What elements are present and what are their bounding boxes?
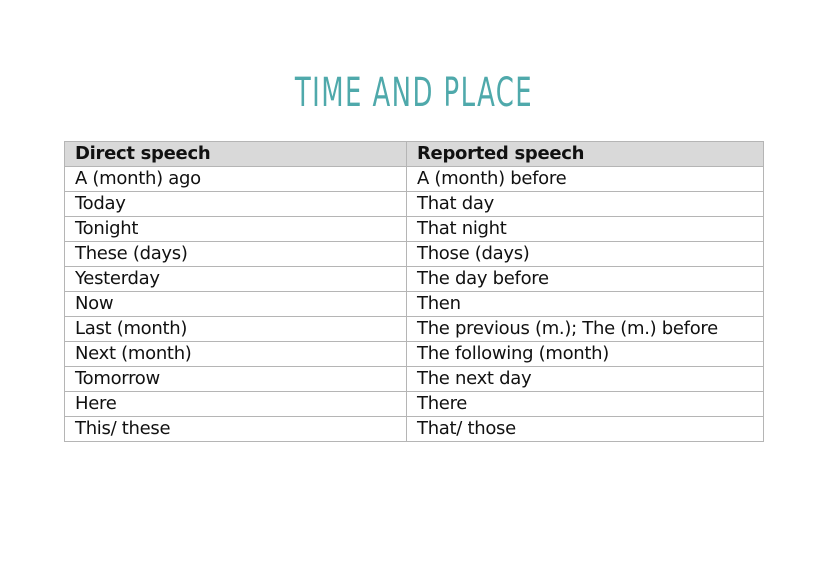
direct-speech-cell: Next (month) (64, 341, 407, 367)
table-row: This/ these That/ those (64, 416, 764, 442)
table-row: A (month) ago A (month) before (64, 166, 764, 192)
direct-speech-cell: Yesterday (64, 266, 407, 292)
reported-speech-cell: The previous (m.); The (m.) before (406, 316, 764, 342)
table-row: Yesterday The day before (64, 266, 764, 292)
header-direct-speech: Direct speech (64, 141, 407, 167)
direct-speech-cell: Tonight (64, 216, 407, 242)
page-title: TIME AND PLACE (294, 70, 534, 116)
header-reported-speech: Reported speech (406, 141, 764, 167)
reported-speech-cell: That day (406, 191, 764, 217)
reported-speech-cell: The day before (406, 266, 764, 292)
reported-speech-cell: Then (406, 291, 764, 317)
reported-speech-cell: That night (406, 216, 764, 242)
table-row: Last (month) The previous (m.); The (m.) … (64, 316, 764, 342)
table-row: These (days) Those (days) (64, 241, 764, 267)
table-row: Tomorrow The next day (64, 366, 764, 392)
direct-speech-cell: These (days) (64, 241, 407, 267)
direct-speech-cell: A (month) ago (64, 166, 407, 192)
direct-speech-cell: Today (64, 191, 407, 217)
table-row: Now Then (64, 291, 764, 317)
reported-speech-cell: Those (days) (406, 241, 764, 267)
reported-speech-cell: A (month) before (406, 166, 764, 192)
speech-table: Direct speech Reported speech A (month) … (64, 141, 764, 442)
table-row: Next (month) The following (month) (64, 341, 764, 367)
table-row: Today That day (64, 191, 764, 217)
direct-speech-cell: Last (month) (64, 316, 407, 342)
direct-speech-cell: Here (64, 391, 407, 417)
direct-speech-cell: Now (64, 291, 407, 317)
reported-speech-cell: The next day (406, 366, 764, 392)
direct-speech-cell: Tomorrow (64, 366, 407, 392)
reported-speech-cell: The following (month) (406, 341, 764, 367)
reported-speech-cell: That/ those (406, 416, 764, 442)
reported-speech-cell: There (406, 391, 764, 417)
table-header-row: Direct speech Reported speech (64, 141, 764, 167)
direct-speech-cell: This/ these (64, 416, 407, 442)
table-row: Here There (64, 391, 764, 417)
table-row: Tonight That night (64, 216, 764, 242)
